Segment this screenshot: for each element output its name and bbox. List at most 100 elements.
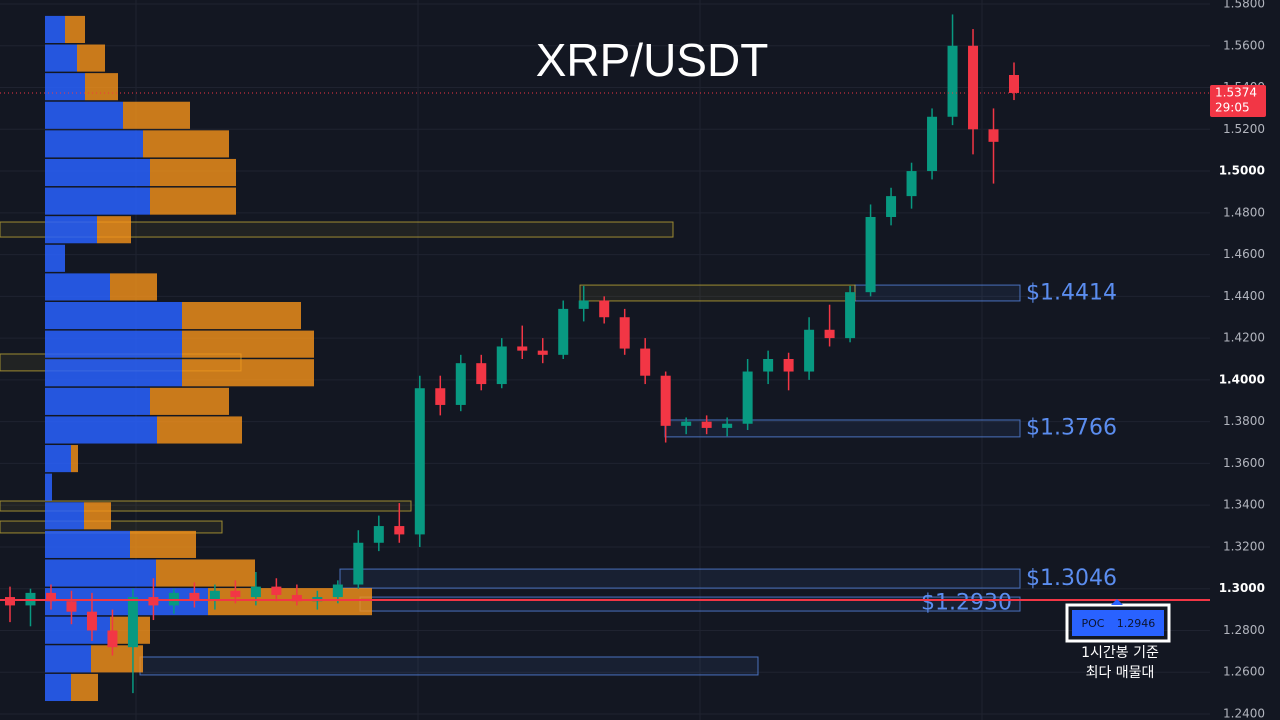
profile-sell: [97, 216, 131, 244]
note-line: 최다 매물대: [1086, 665, 1155, 681]
profile-buy: [45, 301, 182, 330]
profile-buy: [45, 387, 150, 415]
candle-body: [988, 129, 999, 142]
candle-body: [804, 329, 815, 372]
candle-body: [496, 346, 507, 385]
profile-sell: [150, 158, 236, 187]
candle-body: [517, 346, 528, 351]
profile-sell: [84, 502, 111, 530]
y-tick-label: 1.2400: [1223, 707, 1265, 720]
price-zone: [139, 656, 759, 676]
y-tick-label: 1.3400: [1223, 498, 1265, 512]
y-tick-label: 1.2600: [1223, 665, 1265, 679]
candle-body: [455, 363, 466, 405]
profile-sell: [110, 273, 157, 301]
y-tick-label: 1.5800: [1223, 0, 1265, 11]
profile-buy: [45, 73, 85, 101]
candle-body: [127, 597, 138, 648]
poc-badge: [1072, 610, 1164, 636]
price-zone: [0, 500, 412, 512]
price-zone: [0, 221, 674, 238]
profile-sell: [182, 359, 314, 387]
profile-buy: [45, 473, 52, 501]
profile-sell: [182, 330, 314, 358]
profile-buy: [45, 359, 182, 387]
profile-sell: [150, 187, 236, 215]
profile-buy: [45, 330, 182, 358]
candle-body: [640, 348, 651, 376]
zone-label: $1.3046: [1026, 566, 1117, 591]
profile-sell: [182, 301, 301, 330]
y-tick-label: 1.2800: [1223, 623, 1265, 637]
zone-label: $1.4414: [1026, 280, 1117, 305]
candle-body: [681, 421, 692, 426]
candle-body: [701, 421, 712, 428]
y-tick-label: 1.4000: [1219, 372, 1265, 386]
candle-body: [865, 217, 876, 293]
candle-body: [906, 171, 917, 197]
y-tick-label: 1.4200: [1223, 331, 1265, 345]
profile-sell: [77, 44, 105, 72]
candle-body: [845, 292, 856, 339]
candle-body: [230, 590, 241, 598]
profile-sell: [157, 416, 242, 444]
candle-body: [578, 300, 589, 309]
y-tick-label: 1.4600: [1223, 247, 1265, 261]
profile-buy: [45, 502, 84, 530]
profile-sell: [150, 387, 229, 415]
profile-sell: [65, 15, 85, 44]
candle-body: [45, 592, 56, 602]
y-tick-label: 1.5000: [1219, 164, 1265, 178]
price-zone: [854, 284, 1021, 302]
candle-body: [599, 300, 610, 318]
profile-buy: [45, 559, 156, 587]
candle-body: [86, 611, 97, 631]
zone-label: $1.3766: [1026, 416, 1117, 441]
profile-buy: [45, 44, 77, 72]
candle-body: [5, 597, 15, 606]
candle-body: [435, 388, 446, 405]
candle-body: [291, 594, 302, 602]
profile-buy: [45, 416, 157, 444]
profile-buy: [45, 101, 123, 129]
candle-body: [1009, 75, 1019, 93]
profile-buy: [45, 445, 71, 473]
price-zone: [664, 419, 1021, 438]
profile-buy: [45, 158, 150, 187]
candle-body: [332, 584, 343, 598]
profile-buy: [45, 15, 65, 44]
candle-body: [353, 542, 364, 585]
profile-buy: [45, 616, 110, 644]
profile-sell: [71, 673, 98, 702]
candle-body: [824, 329, 835, 339]
price-tag-countdown: 29:05: [1215, 100, 1250, 114]
profile-sell: [71, 445, 78, 473]
candle-body: [66, 601, 77, 612]
profile-sell: [85, 73, 118, 101]
candle-body: [783, 359, 794, 372]
candle-body: [722, 423, 733, 428]
candle-body: [148, 597, 159, 606]
profile-buy: [45, 244, 65, 272]
candle-body: [271, 586, 282, 595]
profile-buy: [45, 673, 71, 702]
candle-body: [886, 196, 897, 217]
profile-sell: [91, 645, 143, 673]
candle-body: [927, 116, 938, 172]
candle-body: [537, 350, 548, 355]
y-tick-label: 1.4400: [1223, 289, 1265, 303]
candle-body: [763, 359, 774, 372]
y-tick-label: 1.3000: [1219, 581, 1265, 595]
poc-label: POC: [1082, 617, 1105, 630]
poc-value: 1.2946: [1117, 617, 1156, 630]
candle-body: [394, 526, 405, 535]
candle-body: [968, 45, 979, 130]
chart-title: XRP/USDT: [536, 34, 769, 86]
candle-body: [476, 363, 487, 385]
price-zone: [339, 568, 1021, 589]
candle-body: [414, 388, 425, 535]
candle-body: [250, 586, 261, 598]
candle-body: [742, 371, 753, 424]
profile-buy: [45, 216, 97, 244]
